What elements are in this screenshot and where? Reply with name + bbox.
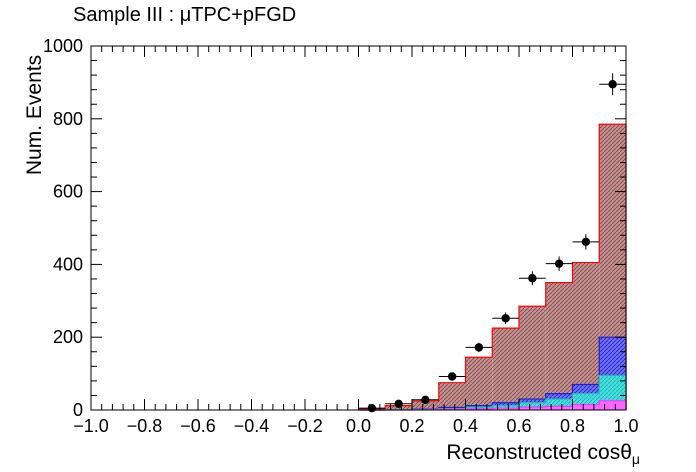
mc-cyan-bar-6 [519, 402, 546, 410]
y-tick-label-0: 0 [73, 400, 83, 420]
mc-total-bar-7 [545, 282, 573, 410]
x-tick-labels: −1.0 −0.8 −0.6 −0.4 −0.2 0.0 0.2 0.4 0.6 0.8 1.0 [73, 416, 638, 436]
data-point-8 [581, 237, 591, 247]
x-axis-label-main: Reconstructed cosθ [446, 441, 632, 464]
x-tick-label-4: −0.2 [287, 416, 323, 436]
data-point-9 [608, 80, 617, 89]
y-axis-label: Num. Events [23, 54, 46, 176]
x-tick-label-0: −1.0 [73, 416, 109, 436]
mc-magenta-bar-6 [519, 407, 546, 410]
data-point-5 [501, 314, 510, 323]
data-point-2 [421, 395, 430, 405]
y-tick-label-4: 800 [53, 109, 83, 129]
data-point-6 [528, 274, 537, 283]
y-tick-label-2: 400 [53, 254, 83, 274]
data-point-3 [447, 372, 457, 381]
x-tick-label-3: −0.4 [234, 416, 270, 436]
x-tick-label-7: 0.4 [453, 416, 478, 436]
mc-cyan-bar-7 [545, 399, 573, 410]
data-point-1 [394, 399, 403, 409]
x-axis-label-sub: μ [631, 451, 640, 468]
mc-total-bar-3 [438, 382, 466, 410]
x-tick-label-8: 0.6 [506, 416, 531, 436]
chart-title: Sample III : μTPC+pFGD [73, 4, 297, 26]
x-tick-label-10: 1.0 [613, 416, 638, 436]
mc-total-bar-5 [492, 328, 519, 410]
data-point-4 [474, 343, 484, 352]
data-point-7 [554, 259, 564, 268]
x-tick-label-9: 0.8 [560, 416, 585, 436]
x-axis-label: Reconstructed cosθμ [446, 441, 640, 467]
y-tick-labels: 0 200 400 600 800 1000 [43, 36, 83, 420]
x-tick-label-1: −0.8 [127, 416, 163, 436]
mc-total-bar-6 [519, 306, 546, 410]
y-tick-label-1: 200 [53, 327, 83, 347]
mc-total-histogram [357, 123, 627, 410]
mc-magenta-bar-5 [492, 408, 519, 410]
x-tick-label-5: 0.0 [346, 416, 371, 436]
mc-magenta-bar-8 [572, 404, 600, 410]
mc-magenta-bar-9 [599, 400, 626, 410]
axis-ticks [90, 45, 627, 411]
x-tick-label-6: 0.2 [399, 416, 424, 436]
y-tick-label-5: 1000 [43, 36, 83, 56]
mc-total-bar-4 [465, 357, 493, 410]
x-tick-label-2: −0.6 [180, 416, 216, 436]
mc-magenta-bar-7 [545, 406, 573, 410]
y-tick-label-3: 600 [53, 182, 83, 202]
mc-total-bar-2 [412, 400, 439, 410]
